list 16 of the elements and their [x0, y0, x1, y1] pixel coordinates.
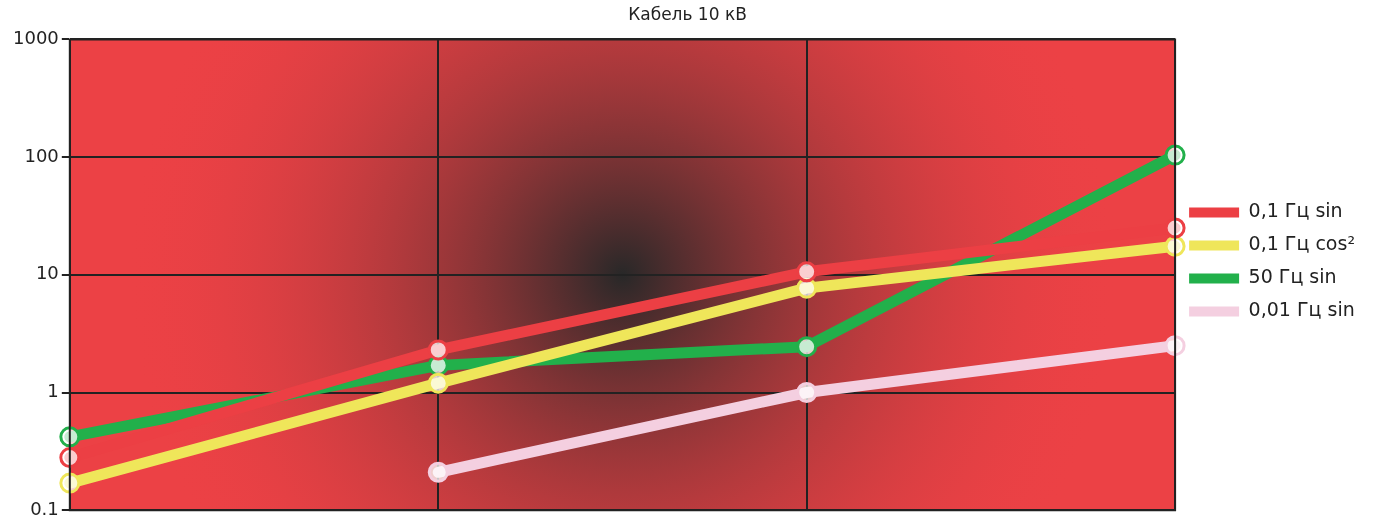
y-tick-label: 100: [24, 144, 59, 166]
chart-title: Кабель 10 кВ: [628, 3, 747, 24]
point: [427, 339, 449, 361]
y-tick-label: 0.1: [30, 497, 59, 519]
y-tick-label: 1000: [13, 27, 59, 49]
point: [427, 372, 449, 394]
point: [796, 336, 818, 358]
legend-label: 0,1 Гц sin: [1248, 199, 1343, 222]
y-tick-label: 10: [35, 262, 59, 284]
y-tick-label: 1: [47, 380, 59, 402]
point: [796, 261, 818, 283]
legend-label: 50 Гц sin: [1248, 265, 1337, 288]
point: [796, 382, 818, 403]
point: [427, 461, 449, 483]
legend-label: 0,1 Гц cos²: [1248, 232, 1355, 255]
legend-label: 0,01 Гц sin: [1248, 298, 1355, 321]
